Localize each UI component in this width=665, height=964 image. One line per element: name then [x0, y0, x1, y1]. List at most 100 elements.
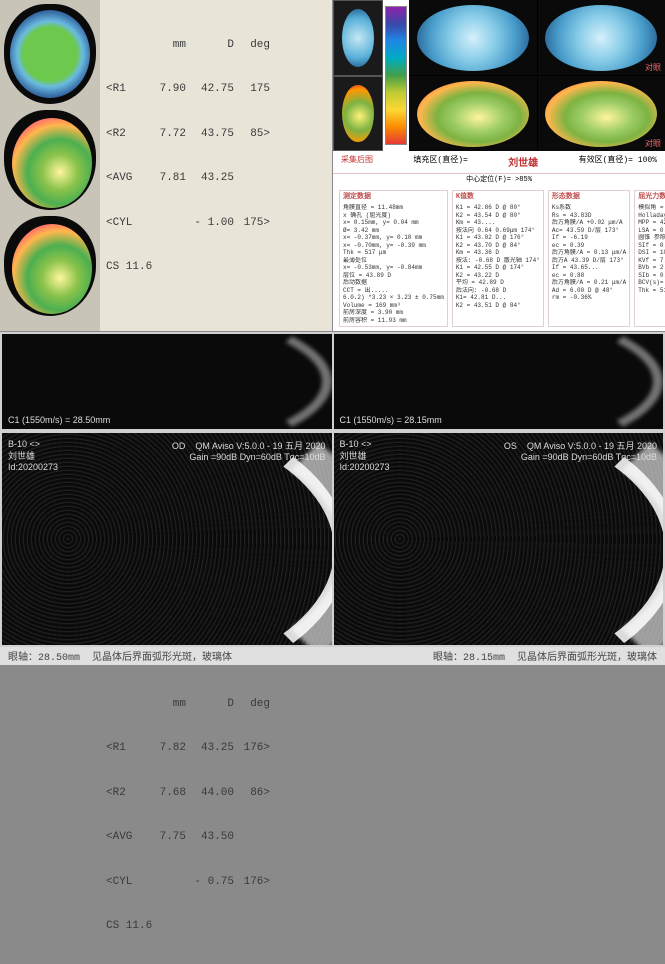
data-line: 平均 = 42.89 D	[456, 279, 540, 287]
thumb-col	[333, 0, 383, 151]
topo-map-ax-os: 对眼	[538, 0, 665, 75]
avgb: 7.75	[142, 830, 186, 845]
hdr-col1: 采集后图	[341, 154, 373, 170]
csb-line: CS 11.6	[106, 919, 326, 934]
data-line: K1= 42.81 D...	[456, 294, 540, 302]
foot-note-l: 见晶体后界面弧形光斑，玻璃体	[92, 648, 232, 664]
hdr-mm: mm	[142, 38, 186, 53]
col-title: 屈光力数据	[638, 193, 665, 202]
col-title: 形态数据	[552, 193, 626, 202]
data-line: K1 = 43.02 D @ 176°	[456, 234, 540, 242]
report-header: 采集后图 填充区(直径)= 刘世雄 有效区(直径)= 100%	[333, 151, 665, 174]
r2b: 7.68	[142, 786, 186, 801]
data-line: 后动数据	[343, 279, 444, 287]
data-line: ec = 0.39	[552, 242, 626, 250]
r1-deg: 175	[234, 82, 270, 97]
data-line: Ø= 3.42 mm	[343, 227, 444, 235]
us-settings-od: OD QM Aviso V:5.0.0 - 19 五月 2020 Gain =9…	[172, 439, 326, 462]
data-line: 6.0.2) *3.23 × 3.23 ± 0.75mm	[343, 294, 444, 302]
data-line: Km = 43....	[456, 219, 540, 227]
foot-ax-r: 眼轴：28.15mm	[433, 648, 505, 664]
data-line: 前房深度 = 3.90 mm	[343, 309, 444, 317]
map-label: 对眼	[645, 138, 661, 149]
data-line: 按法向 0.64 0.69μm 174°	[456, 227, 540, 235]
data-line: 前房容积 = 11.93 mm	[343, 317, 444, 325]
ultrasound-panel: C1 (1550m/s) = 28.50mm C1 (1550m/s) = 28…	[0, 332, 665, 665]
foot-ax-l: 眼轴：28.50mm	[8, 648, 80, 664]
us-row-1: C1 (1550m/s) = 28.50mm C1 (1550m/s) = 28…	[0, 332, 665, 431]
map-label: 对眼	[645, 62, 661, 73]
data-line: DSI = 10 μm	[638, 249, 665, 257]
cyl-deg: 175>	[234, 216, 270, 231]
r1b: 43.25	[186, 741, 234, 756]
data-line: 后法向: -0.68 D	[456, 287, 540, 295]
r1b: <R1	[106, 741, 142, 756]
data-line: SIf = 0.51 D	[638, 242, 665, 250]
topo-map-ax-od	[409, 0, 537, 75]
data-line: Holladay 6.5mm	[638, 212, 665, 220]
r2-d: 43.75	[186, 127, 234, 142]
data-line: LSA = 0.64 D	[638, 227, 665, 235]
avgb: 43.50	[186, 830, 234, 845]
data-line: Thk = 517um	[638, 287, 665, 295]
hdr-t1: 填充区(直径)=	[413, 154, 467, 170]
data-line: CCT = 出.....	[343, 287, 444, 295]
data-line: 后方角膜/A = 0.21 μm/A	[552, 279, 626, 287]
thumb-ax-1	[333, 0, 383, 76]
hdr-t2: 中心定位(F)= >85%	[333, 174, 665, 186]
hdr-deg: deg	[234, 38, 270, 53]
r1b: 176>	[234, 741, 270, 756]
r1-lbl: <R1	[106, 82, 142, 97]
foot-note-r: 见晶体后界面弧形光斑，玻璃体	[517, 648, 657, 664]
hdr-d: D	[186, 38, 234, 53]
data-line: KVf = 7.5μm	[638, 257, 665, 265]
data-line: Km = 43.36 D	[456, 249, 540, 257]
us-ascan-od: C1 (1550m/s) = 28.50mm	[2, 334, 332, 429]
data-line: 后方角膜/A +0.02 μm/A	[552, 219, 626, 227]
data-line: 模拟角 = 40.64 D 散光 176°	[638, 204, 665, 212]
cs-line: CS 11.6	[106, 260, 326, 275]
c1-value: C1 (1550m/s) = 28.15mm	[340, 415, 442, 425]
cyl-d: - 1.00	[186, 216, 234, 231]
col-morph: 形态数据 Ks系数Rs = 43.83D后方角膜/A +0.02 μm/AAc=…	[548, 190, 630, 327]
r1b: 7.82	[142, 741, 186, 756]
us-footer: 眼轴：28.50mm 见晶体后界面弧形光斑，玻璃体 眼轴：28.15mm 见晶体…	[0, 647, 665, 665]
avgb: <AVG	[106, 830, 142, 845]
data-line: ec = 0.88	[552, 272, 626, 280]
topleft-panel: mmDdeg <R17.9042.75175 <R27.7243.7585> <…	[0, 0, 332, 331]
r1-mm: 7.90	[142, 82, 186, 97]
c1-value: C1 (1550m/s) = 28.50mm	[8, 415, 110, 425]
cyl-lbl: <CYL	[106, 216, 142, 231]
r1-d: 42.75	[186, 82, 234, 97]
mini-topo-elevation-2	[4, 216, 96, 316]
col-measure: 测定数据 角膜直径 = 11.48mmx 确孔 (屈光度)x= 0.15mm, …	[339, 190, 448, 327]
data-line: SIb = 0.33 D	[638, 272, 665, 280]
data-line: If = 43.65...	[552, 264, 626, 272]
topright-panel: 对眼 对眼 采集后图 填充区(直径)= 刘世雄 有效区(直径)= 100% 中心…	[333, 0, 665, 331]
r2-mm: 7.72	[142, 127, 186, 142]
mini-topo-column	[0, 0, 100, 331]
data-line: x= -0.53mm, y= -0.84mm	[343, 264, 444, 272]
data-line: Volume = 169 mm³	[343, 302, 444, 310]
cylb: - 0.75	[186, 875, 234, 890]
mini-topo-elevation	[4, 110, 96, 210]
us-settings-os: OS QM Aviso V:5.0.0 - 19 五月 2020 Gain =9…	[504, 439, 657, 462]
data-line: Thk = 517 μm	[343, 249, 444, 257]
us-meta-od: B-10 <> 刘世雄 Id:20200273	[8, 439, 58, 472]
data-line: 最薄处位	[343, 257, 444, 265]
data-table: 测定数据 角膜直径 = 11.48mmx 确孔 (屈光度)x= 0.15mm, …	[333, 186, 665, 331]
mini-topo-axial	[4, 4, 96, 104]
data-line: K2 = 43.51 D @ 84°	[456, 302, 540, 310]
col-title: 测定数据	[343, 193, 444, 202]
topo-grid: 对眼 对眼	[409, 0, 665, 151]
data-line: Rs = 43.83D	[552, 212, 626, 220]
refraction-receipt: mmDdeg <R17.9042.75175 <R27.7243.7585> <…	[100, 0, 332, 331]
r2-lbl: <R2	[106, 127, 142, 142]
hdr-t3: 有效区(直径)= 100%	[579, 154, 657, 170]
data-line: BCV(s)= 0.04D@343°	[638, 279, 665, 287]
data-line: x= -0.37mm, y= 0.10 mm	[343, 234, 444, 242]
data-line: K2 = 43.22 D	[456, 272, 540, 280]
data-line: x= -0.70mm, y= -0.39 mm	[343, 242, 444, 250]
hdr: D	[186, 697, 234, 712]
data-line: MPP = 42.84	[638, 219, 665, 227]
